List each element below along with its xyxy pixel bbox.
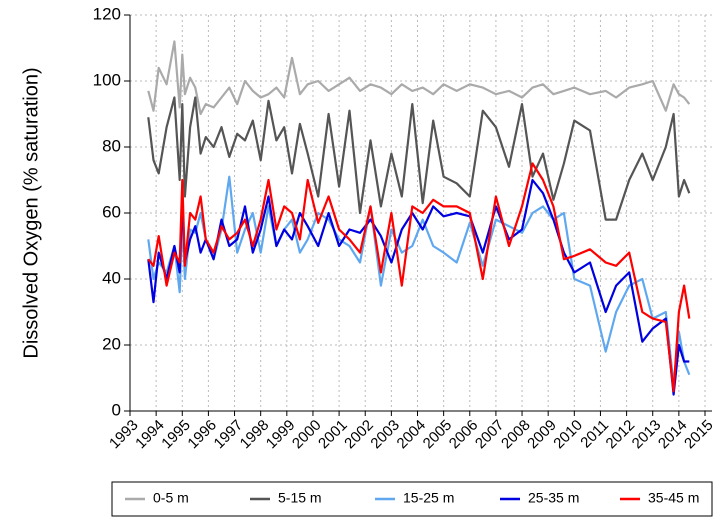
y-tick-label: 100 <box>93 70 121 89</box>
x-tick-label: 2009 <box>524 417 560 453</box>
y-tick-label: 0 <box>112 400 121 419</box>
series-line <box>147 175 691 386</box>
x-tick-label: 2015 <box>681 417 717 453</box>
x-tick-label: 2002 <box>341 417 377 453</box>
legend-label: 0-5 m <box>153 490 189 506</box>
series-line <box>147 162 691 393</box>
legend-box <box>111 481 713 517</box>
series-line <box>147 40 691 116</box>
x-tick-label: 2005 <box>420 417 456 453</box>
x-tick-label: 1999 <box>263 417 299 453</box>
x-tick-label: 1998 <box>237 417 273 453</box>
x-tick-label: 2004 <box>394 417 430 453</box>
legend-label: 35-45 m <box>648 490 699 506</box>
y-tick-label: 20 <box>102 334 121 353</box>
x-tick-label: 2011 <box>577 417 612 452</box>
legend-label: 15-25 m <box>403 490 454 506</box>
y-tick-label: 40 <box>102 268 121 287</box>
y-tick-label: 60 <box>102 202 121 221</box>
x-tick-label: 2013 <box>629 417 665 453</box>
legend-label: 5-15 m <box>278 490 322 506</box>
x-tick-label: 2003 <box>367 417 403 453</box>
x-tick-label: 1997 <box>211 417 247 453</box>
x-tick-label: 1993 <box>106 417 142 453</box>
x-tick-label: 1995 <box>158 417 194 453</box>
y-tick-label: 120 <box>93 4 121 23</box>
y-tick-label: 80 <box>102 136 121 155</box>
x-tick-label: 1994 <box>132 417 168 453</box>
x-tick-label: 2008 <box>498 417 534 453</box>
x-tick-label: 1996 <box>184 417 220 453</box>
x-tick-label: 2007 <box>472 417 508 453</box>
x-tick-label: 2014 <box>655 417 691 453</box>
x-tick-label: 2012 <box>603 417 639 453</box>
y-axis-label: Dissolved Oxygen (% saturation) <box>20 67 42 358</box>
x-tick-label: 2000 <box>289 417 325 453</box>
x-tick-label: 2001 <box>315 417 351 453</box>
series-line <box>147 178 690 396</box>
x-tick-label: 2010 <box>550 417 586 453</box>
legend-label: 25-35 m <box>528 490 579 506</box>
series-line <box>147 96 691 221</box>
x-tick-label: 2006 <box>446 417 482 453</box>
